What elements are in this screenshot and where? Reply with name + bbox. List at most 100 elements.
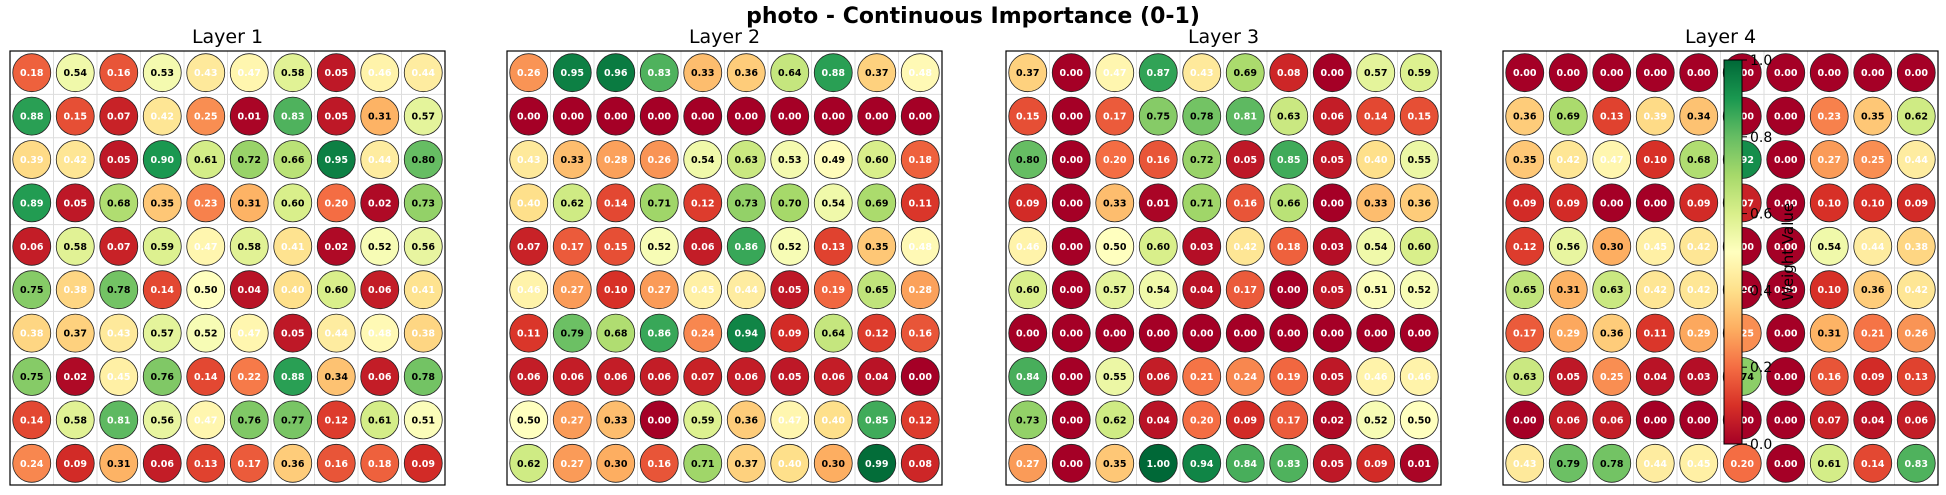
panel-layer-4: Layer 40.00 0.00 0.00 0.00 0.00 0.00 0.00 0.00 0… bbox=[1502, 26, 1939, 486]
cell-label: 0.35 bbox=[1103, 459, 1126, 470]
cell-marker bbox=[813, 443, 853, 483]
cell-label: 0.00 bbox=[604, 112, 628, 123]
cell-marker bbox=[1225, 226, 1265, 266]
cell-marker bbox=[639, 96, 679, 136]
cell-marker bbox=[1505, 313, 1545, 353]
cell-label: 0.00 bbox=[648, 415, 672, 426]
cell-marker bbox=[1679, 96, 1719, 136]
cell-marker bbox=[770, 96, 810, 136]
cell-label: 0.88 bbox=[822, 68, 846, 79]
cell-label: 0.01 bbox=[1147, 198, 1170, 209]
cell-marker bbox=[142, 400, 182, 440]
cell-label: 0.22 bbox=[238, 372, 261, 383]
cell-marker bbox=[99, 357, 139, 396]
cell-label: 0.16 bbox=[1818, 372, 1842, 383]
cell-marker bbox=[1269, 400, 1309, 440]
cell-marker bbox=[1896, 183, 1936, 223]
cell-marker bbox=[726, 226, 766, 266]
cell-label: 0.04 bbox=[1861, 415, 1885, 426]
cell-label: 0.00 bbox=[778, 112, 802, 123]
cell-label: 0.59 bbox=[151, 242, 174, 253]
cell-label: 0.05 bbox=[1321, 285, 1344, 296]
cell-marker bbox=[683, 140, 723, 179]
cell-label: 0.06 bbox=[604, 372, 628, 383]
cell-marker bbox=[1356, 53, 1396, 93]
cell-label: 0.07 bbox=[1818, 415, 1841, 426]
cell-label: 0.21 bbox=[1861, 329, 1884, 340]
cell-label: 0.56 bbox=[151, 415, 175, 426]
cell-label: 0.00 bbox=[1408, 329, 1432, 340]
cell-label: 0.57 bbox=[1364, 68, 1387, 79]
cell-marker bbox=[1051, 270, 1091, 310]
cell-marker bbox=[639, 183, 679, 223]
cell-marker bbox=[509, 313, 549, 353]
cell-label: 0.47 bbox=[1600, 155, 1623, 166]
cell-marker bbox=[726, 313, 766, 353]
cell-label: 0.83 bbox=[648, 68, 671, 79]
cell-marker bbox=[1356, 140, 1396, 179]
cell-label: 0.20 bbox=[1731, 459, 1755, 470]
cell-marker bbox=[12, 443, 52, 483]
cell-label: 0.63 bbox=[735, 155, 758, 166]
cell-marker bbox=[1635, 270, 1675, 310]
cell-label: 0.36 bbox=[735, 68, 759, 79]
cell-marker bbox=[273, 96, 313, 136]
cell-marker bbox=[857, 53, 897, 93]
cell-marker bbox=[142, 140, 182, 179]
cell-label: 0.48 bbox=[909, 68, 933, 79]
cell-marker bbox=[12, 313, 52, 353]
cell-marker bbox=[316, 270, 356, 310]
cell-label: 0.00 bbox=[1277, 329, 1301, 340]
cell-label: 0.37 bbox=[64, 329, 87, 340]
cell-label: 0.00 bbox=[1321, 198, 1345, 209]
cell-marker bbox=[1225, 140, 1265, 179]
cell-marker bbox=[1635, 140, 1675, 179]
cell-label: 0.00 bbox=[1774, 329, 1798, 340]
cell-marker bbox=[1312, 226, 1352, 266]
cell-label: 0.42 bbox=[151, 112, 174, 123]
panel-frame bbox=[506, 50, 943, 486]
cell-label: 0.88 bbox=[281, 372, 305, 383]
colorbar-tick-label: 0.8 bbox=[1750, 130, 1772, 146]
cell-marker bbox=[596, 270, 636, 310]
cell-marker bbox=[1399, 226, 1439, 266]
cell-marker bbox=[1312, 400, 1352, 440]
cell-label: 0.42 bbox=[1687, 285, 1710, 296]
cell-label: 0.00 bbox=[1060, 68, 1084, 79]
cell-label: 0.05 bbox=[325, 112, 348, 123]
cell-marker bbox=[1182, 443, 1222, 483]
cell-label: 0.00 bbox=[1060, 459, 1084, 470]
cell-label: 0.73 bbox=[412, 198, 435, 209]
cell-label: 0.68 bbox=[604, 329, 628, 340]
cell-label: 0.09 bbox=[64, 459, 87, 470]
cell-label: 0.00 bbox=[1774, 155, 1798, 166]
cell-marker bbox=[1051, 313, 1091, 353]
cell-marker bbox=[1853, 140, 1893, 179]
cell-label: 0.62 bbox=[517, 459, 540, 470]
cell-label: 0.13 bbox=[1600, 112, 1623, 123]
cell-label: 0.00 bbox=[1600, 68, 1624, 79]
cell-marker bbox=[1505, 96, 1545, 136]
cell-label: 0.05 bbox=[107, 155, 130, 166]
cell-marker bbox=[813, 183, 853, 223]
cell-label: 0.25 bbox=[194, 112, 217, 123]
cell-marker bbox=[1399, 270, 1439, 310]
cell-label: 0.72 bbox=[238, 155, 261, 166]
cell-marker bbox=[273, 313, 313, 353]
cell-marker bbox=[142, 313, 182, 353]
cell-label: 0.42 bbox=[1905, 285, 1928, 296]
cell-label: 0.60 bbox=[1016, 285, 1040, 296]
cell-label: 0.00 bbox=[1060, 372, 1084, 383]
cell-marker bbox=[360, 96, 400, 136]
cell-label: 0.50 bbox=[194, 285, 218, 296]
cell-label: 0.00 bbox=[517, 112, 541, 123]
cell-marker bbox=[509, 96, 549, 136]
panel-title: Layer 1 bbox=[192, 26, 263, 48]
cell-marker bbox=[186, 140, 226, 179]
cell-marker bbox=[403, 183, 443, 223]
cell-label: 0.13 bbox=[822, 242, 845, 253]
cell-marker bbox=[1896, 140, 1936, 179]
cell-marker bbox=[857, 183, 897, 223]
cell-label: 0.61 bbox=[1818, 459, 1841, 470]
cell-label: 0.55 bbox=[1103, 372, 1126, 383]
